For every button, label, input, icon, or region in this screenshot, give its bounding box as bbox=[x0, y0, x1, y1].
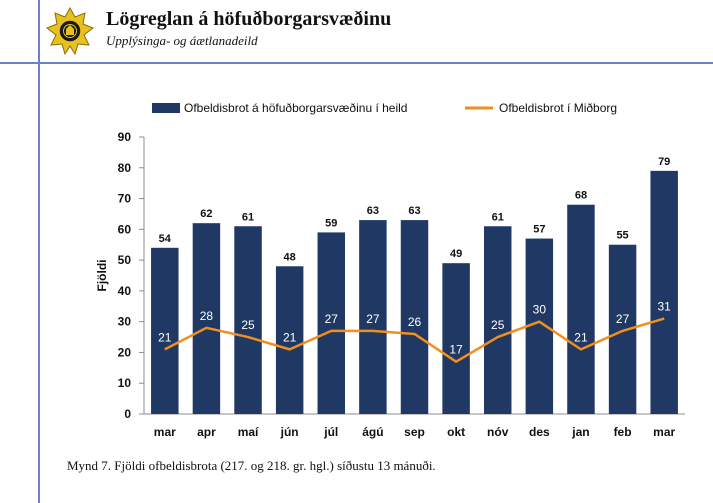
bar-value-label: 55 bbox=[616, 230, 628, 242]
bar bbox=[567, 204, 595, 414]
violence-offences-chart: Ofbeldisbrot á höfuðborgarsvæðinu í heil… bbox=[95, 101, 685, 439]
bar-value-label: 62 bbox=[200, 208, 212, 220]
bar bbox=[151, 247, 179, 414]
x-tick-label: maí bbox=[238, 425, 259, 439]
legend-label-line: Ofbeldisbrot í Miðborg bbox=[499, 101, 617, 115]
y-tick-label: 60 bbox=[118, 222, 132, 236]
line-value-label: 21 bbox=[158, 330, 172, 344]
line-value-label: 30 bbox=[533, 303, 547, 317]
x-tick-label: feb bbox=[614, 425, 632, 439]
bar bbox=[234, 226, 262, 414]
x-tick-label: okt bbox=[447, 425, 465, 439]
line-value-label: 28 bbox=[200, 309, 214, 323]
x-tick-label: mar bbox=[653, 425, 675, 439]
x-tick-label: nóv bbox=[487, 425, 509, 439]
y-tick-label: 10 bbox=[118, 376, 132, 390]
figure-caption: Mynd 7. Fjöldi ofbeldisbrota (217. og 21… bbox=[67, 458, 436, 473]
legend-swatch-bar bbox=[152, 103, 180, 113]
line-value-label: 25 bbox=[491, 318, 505, 332]
y-tick-label: 70 bbox=[118, 192, 132, 206]
line-value-label: 21 bbox=[574, 330, 588, 344]
y-tick-label: 30 bbox=[118, 315, 132, 329]
police-star-badge-icon bbox=[46, 7, 94, 55]
y-tick-label: 80 bbox=[118, 161, 132, 175]
y-tick-label: 0 bbox=[124, 407, 131, 421]
line-value-label: 27 bbox=[616, 312, 630, 326]
org-department: Upplýsinga- og áætlanadeild bbox=[106, 33, 258, 48]
x-tick-label: mar bbox=[154, 425, 176, 439]
bar-value-label: 68 bbox=[575, 190, 587, 202]
bar-value-label: 61 bbox=[242, 211, 254, 223]
bar bbox=[442, 263, 470, 414]
line-value-label: 17 bbox=[449, 343, 463, 357]
x-tick-label: ágú bbox=[362, 425, 383, 439]
line-value-label: 31 bbox=[658, 300, 672, 314]
y-tick-label: 20 bbox=[118, 345, 132, 359]
vertical-accent-line bbox=[38, 0, 40, 503]
horizontal-accent-line bbox=[0, 62, 713, 64]
bar-value-label: 61 bbox=[492, 211, 504, 223]
bar-value-label: 63 bbox=[367, 205, 379, 217]
bar bbox=[483, 226, 512, 414]
x-tick-label: jan bbox=[571, 425, 589, 439]
bar-value-label: 54 bbox=[159, 233, 172, 245]
x-tick-label: sep bbox=[404, 425, 425, 439]
y-tick-label: 50 bbox=[118, 253, 132, 267]
x-tick-label: des bbox=[529, 425, 550, 439]
y-tick-label: 40 bbox=[118, 284, 132, 298]
bar bbox=[400, 220, 429, 414]
bar bbox=[650, 170, 678, 414]
bar-value-label: 57 bbox=[533, 224, 545, 236]
bar-value-label: 63 bbox=[408, 205, 420, 217]
bar-value-label: 49 bbox=[450, 248, 462, 260]
bar bbox=[317, 232, 346, 414]
line-value-label: 21 bbox=[283, 330, 297, 344]
org-name: Lögreglan á höfuðborgarsvæðinu bbox=[106, 8, 392, 30]
bar bbox=[275, 266, 304, 414]
line-series-path bbox=[164, 317, 665, 363]
x-tick-label: júl bbox=[323, 425, 338, 439]
bar bbox=[359, 220, 387, 414]
bar-value-label: 59 bbox=[325, 217, 337, 229]
x-tick-label: apr bbox=[197, 425, 216, 439]
bar bbox=[192, 223, 221, 414]
legend-label-bar: Ofbeldisbrot á höfuðborgarsvæðinu í heil… bbox=[184, 101, 407, 115]
bar-value-label: 48 bbox=[284, 251, 296, 263]
line-value-label: 27 bbox=[325, 312, 339, 326]
line-value-label: 25 bbox=[241, 318, 255, 332]
bar bbox=[608, 244, 637, 414]
bar-value-label: 79 bbox=[658, 156, 670, 168]
y-tick-label: 90 bbox=[118, 130, 132, 144]
line-value-label: 27 bbox=[366, 312, 380, 326]
line-value-label: 26 bbox=[408, 315, 422, 329]
x-tick-label: jún bbox=[280, 425, 299, 439]
y-axis-title: Fjöldi bbox=[95, 260, 109, 292]
